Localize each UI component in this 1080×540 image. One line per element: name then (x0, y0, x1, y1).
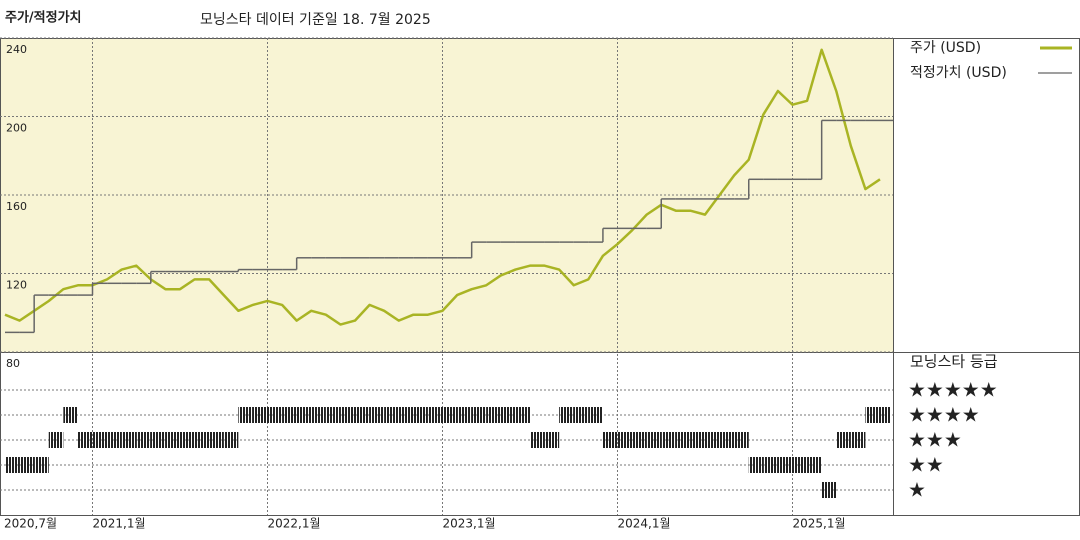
y-tick-label: 160 (6, 200, 27, 213)
rating-block (5, 457, 20, 473)
rating-block (646, 432, 662, 448)
rating-block (544, 432, 560, 448)
chart-title: 주가/적정가치 (5, 10, 82, 26)
rating-block (792, 457, 808, 473)
rating-block (661, 432, 676, 448)
rating-block (559, 407, 574, 423)
rating-label: ★ (908, 478, 926, 502)
y-tick-label: 200 (6, 122, 27, 135)
rating-block (325, 407, 341, 423)
rating-label: ★★★★ (908, 403, 980, 427)
chart-subtitle: 모닝스타 데이터 기준일 18. 7월 2025 (200, 12, 431, 28)
rating-block (267, 407, 283, 423)
rating-block (457, 407, 472, 423)
rating-block (413, 407, 428, 423)
rating-block (836, 432, 851, 448)
rating-title: 모닝스타 등급 (910, 353, 998, 371)
y-tick-label: 120 (6, 279, 27, 292)
rating-block (223, 432, 239, 448)
rating-block (748, 457, 764, 473)
rating-block (442, 407, 458, 423)
rating-block (850, 432, 866, 448)
rating-block (734, 432, 749, 448)
rating-block (77, 432, 93, 448)
rating-block (632, 432, 647, 448)
rating-block (617, 432, 633, 448)
rating-block (165, 432, 180, 448)
x-tick-label: 2021,1월 (93, 517, 146, 531)
rating-block (515, 407, 530, 423)
rating-block (92, 432, 108, 448)
x-tick-label: 2024,1월 (618, 517, 671, 531)
rating-block (471, 407, 487, 423)
rating-block (296, 407, 312, 423)
rating-block (777, 457, 793, 473)
rating-label: ★★★★★ (908, 378, 998, 402)
rating-block (530, 432, 545, 448)
rating-block (252, 407, 268, 423)
rating-block (500, 407, 516, 423)
x-tick-label: 2025,1월 (793, 517, 846, 531)
rating-block (675, 432, 691, 448)
y-tick-label: 80 (6, 357, 20, 370)
rating-block (107, 432, 122, 448)
rating-label: ★★ (908, 453, 944, 477)
x-tick-label: 2023,1월 (443, 517, 496, 531)
rating-label: ★★★ (908, 428, 962, 452)
rating-block (807, 457, 822, 473)
rating-block (865, 407, 880, 423)
rating-block (821, 482, 837, 498)
x-tick-label: 2022,1월 (268, 517, 321, 531)
rating-block (311, 407, 326, 423)
rating-block (238, 407, 253, 423)
rating-block (573, 407, 589, 423)
rating-block (486, 407, 501, 423)
rating-block (602, 432, 618, 448)
rating-block (384, 407, 399, 423)
rating-block (150, 432, 166, 448)
rating-block (690, 432, 705, 448)
rating-block (398, 407, 414, 423)
rating-block (136, 432, 151, 448)
rating-block (180, 432, 195, 448)
y-tick-label: 240 (6, 43, 27, 56)
rating-block (763, 457, 778, 473)
rating-block (880, 407, 890, 423)
rating-block (209, 432, 224, 448)
rating-block (48, 432, 64, 448)
x-tick-label: 2020,7월 (4, 517, 57, 531)
rating-block (282, 407, 297, 423)
rating-block (588, 407, 603, 423)
rating-block (340, 407, 355, 423)
rating-block (355, 407, 370, 423)
rating-block (369, 407, 385, 423)
rating-block (427, 407, 443, 423)
rating-block (19, 457, 35, 473)
rating-block (63, 407, 78, 423)
legend-label: 적정가치 (USD) (910, 65, 1007, 81)
legend-label: 주가 (USD) (910, 40, 981, 56)
rating-block (34, 457, 49, 473)
rating-block (705, 432, 720, 448)
rating-block (719, 432, 735, 448)
rating-block (194, 432, 210, 448)
rating-block (121, 432, 137, 448)
